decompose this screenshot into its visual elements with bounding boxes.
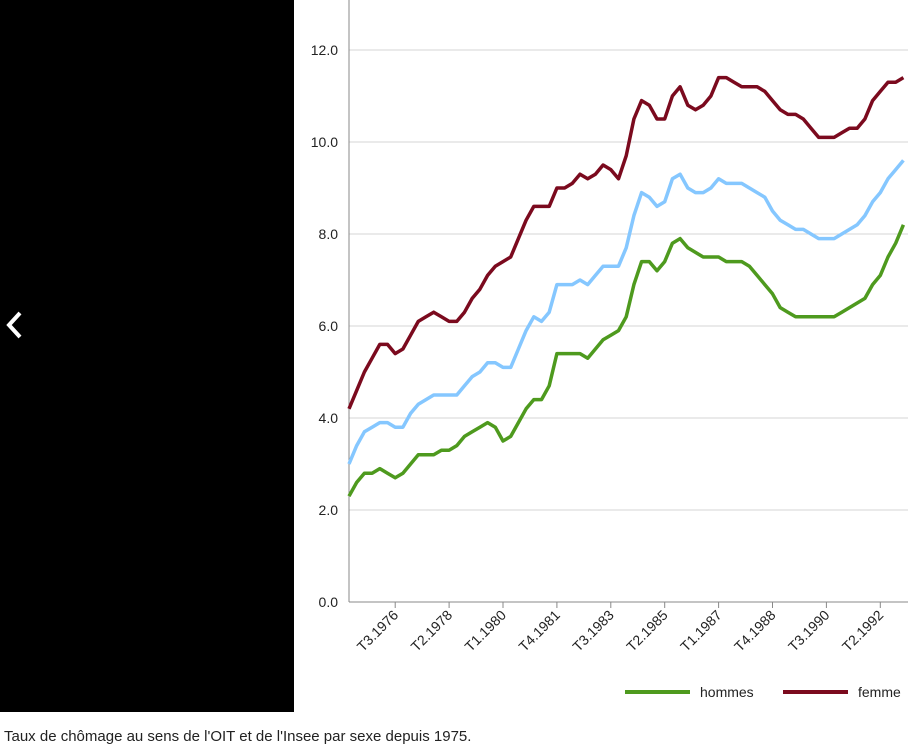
chart: 0.02.04.06.08.010.012.0T3.1976 T2.1978 T1.… (311, 0, 908, 700)
side-panel (0, 0, 294, 712)
caption: Taux de chômage au sens de l'OIT et de l… (4, 728, 471, 745)
x-tick-label: T2.1992 (839, 607, 887, 655)
series-line (347, 224, 906, 498)
y-tick-label: 0.0 (319, 594, 339, 610)
y-tick-label: 10.0 (311, 134, 338, 150)
series-line (347, 159, 905, 465)
y-tick-label: 2.0 (319, 502, 339, 518)
x-tick-label: T2.1985 (623, 607, 671, 655)
x-tick-label: T1.1987 (677, 607, 725, 655)
x-tick-label: T4.1981 (515, 607, 563, 655)
series-line (347, 75, 905, 410)
x-tick-label: T3.1976 (354, 607, 402, 655)
x-tick-label: T4.1988 (731, 607, 779, 655)
x-tick-label: T3.1990 (785, 607, 833, 655)
y-tick-label: 4.0 (319, 410, 339, 426)
prev-button[interactable] (6, 311, 22, 339)
y-tick-label: 6.0 (319, 318, 339, 334)
x-tick-label: T2.1978 (408, 607, 456, 655)
y-tick-label: 12.0 (311, 42, 338, 58)
x-tick-label: T3.1983 (569, 607, 617, 655)
legend-label: hommes (700, 684, 754, 700)
legend-label: femme (858, 684, 901, 700)
x-tick-label: T1.1980 (461, 607, 509, 655)
y-tick-label: 8.0 (319, 226, 339, 242)
